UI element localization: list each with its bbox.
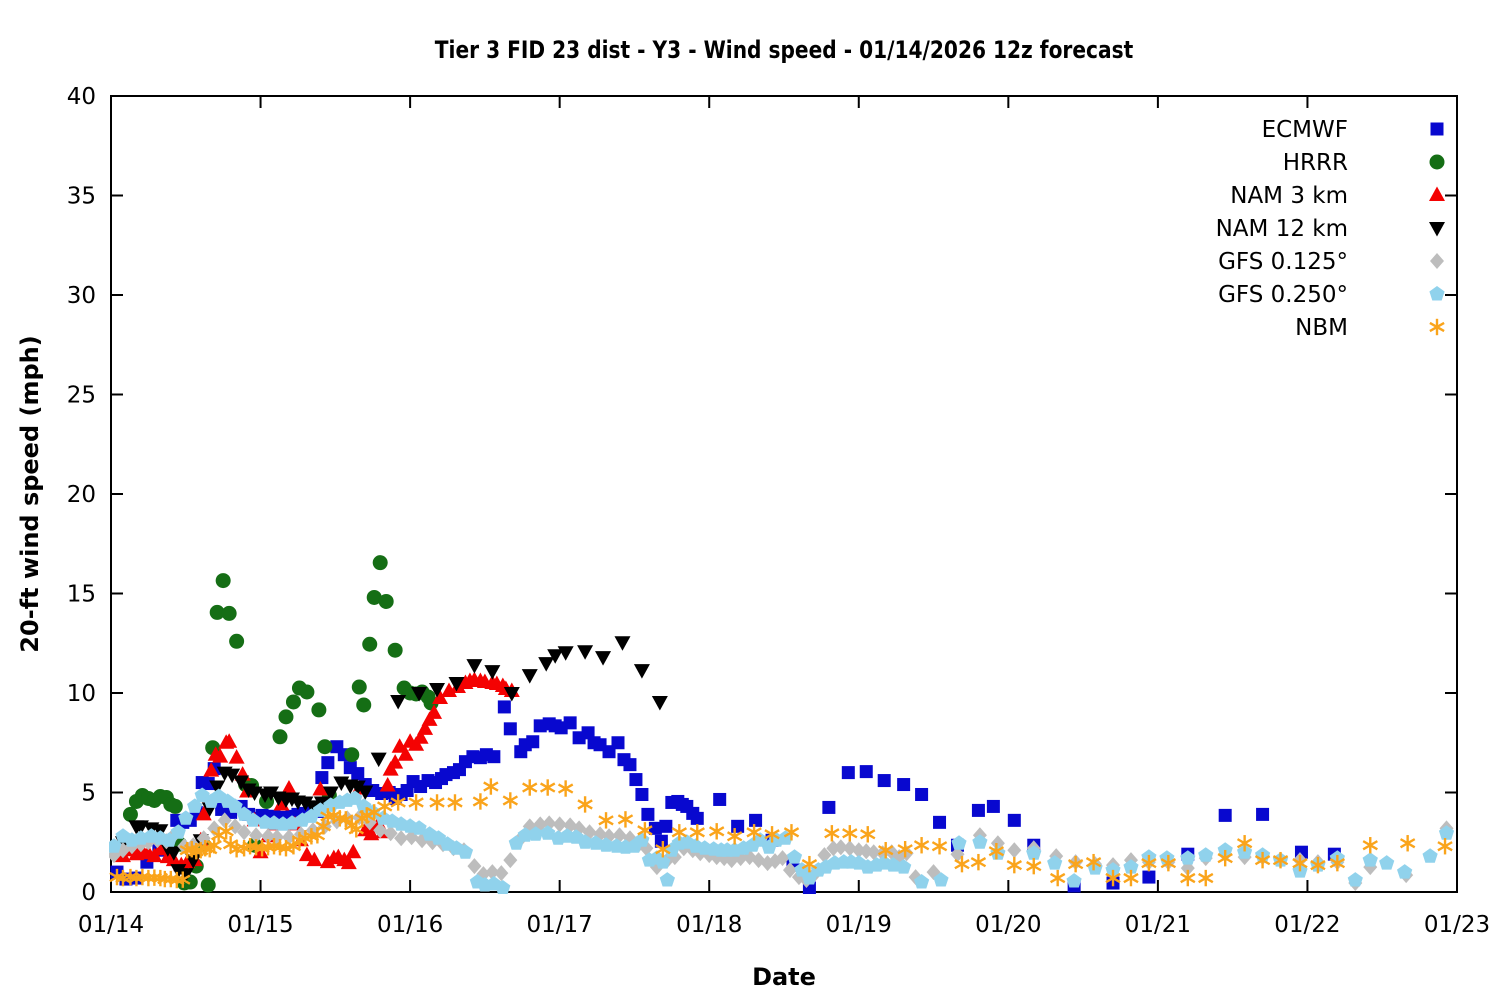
pentagon-legend-icon	[1429, 286, 1445, 301]
legend-item: HRRR	[1283, 150, 1445, 176]
diamond-legend-icon	[1430, 253, 1444, 269]
legend-label: NAM 3 km	[1230, 183, 1348, 209]
y-tick-label: 20	[67, 482, 96, 508]
legend-item: NAM 12 km	[1216, 216, 1445, 242]
series-nbm	[109, 778, 1453, 889]
chart-title: Tier 3 FID 23 dist - Y3 - Wind speed - 0…	[435, 36, 1134, 64]
y-tick-label: 30	[67, 283, 96, 309]
legend: ECMWF HRRR NAM 3 km NAM 12 km GFS 0.125° GFS …	[1216, 117, 1445, 341]
x-tick-label: 01/18	[676, 912, 742, 938]
legend-label: ECMWF	[1262, 117, 1348, 143]
asterisk-legend-icon	[1429, 318, 1445, 336]
x-tick-label: 01/20	[975, 912, 1041, 938]
y-tick-label: 15	[67, 582, 96, 608]
circle-legend-icon	[1429, 154, 1445, 170]
x-tick-label: 01/15	[227, 912, 293, 938]
x-tick-label: 01/22	[1274, 912, 1340, 938]
y-tick-label: 10	[67, 681, 96, 707]
legend-item: NBM	[1295, 315, 1445, 341]
x-tick-label: 01/19	[826, 912, 892, 938]
x-tick-label: 01/16	[377, 912, 443, 938]
x-tick-label: 01/17	[527, 912, 593, 938]
chart-title-text: Tier 3 FID 23 dist - Y3 - Wind speed - 0…	[435, 36, 1134, 64]
legend-label: NBM	[1295, 315, 1348, 341]
y-tick-label: 40	[67, 84, 96, 110]
x-axis-label: Date	[752, 963, 816, 991]
y-tick-label: 25	[67, 383, 96, 409]
square-legend-icon	[1430, 122, 1444, 136]
y-tick-label: 5	[81, 781, 96, 807]
y-tick-label: 35	[67, 184, 96, 210]
x-tick-label: 01/23	[1424, 912, 1490, 938]
legend-label: GFS 0.125°	[1218, 249, 1348, 275]
axes: 01/14 01/15 01/16 01/17 01/18 01/19 01/20 01/21…	[67, 84, 1490, 938]
x-tick-label: 01/14	[78, 912, 144, 938]
legend-item: GFS 0.250°	[1218, 282, 1445, 308]
y-tick-label: 0	[81, 880, 96, 906]
data-points	[109, 555, 1455, 894]
legend-label: NAM 12 km	[1216, 216, 1348, 242]
y-axis-label: 20-ft wind speed (mph)	[16, 335, 44, 652]
legend-item: GFS 0.125°	[1218, 249, 1444, 275]
triangle-down-legend-icon	[1429, 222, 1445, 237]
legend-label: GFS 0.250°	[1218, 282, 1348, 308]
triangle-up-legend-icon	[1429, 186, 1445, 201]
legend-item: NAM 3 km	[1230, 183, 1445, 209]
x-tick-label: 01/21	[1125, 912, 1191, 938]
legend-item: ECMWF	[1262, 117, 1444, 143]
legend-label: HRRR	[1283, 150, 1348, 176]
